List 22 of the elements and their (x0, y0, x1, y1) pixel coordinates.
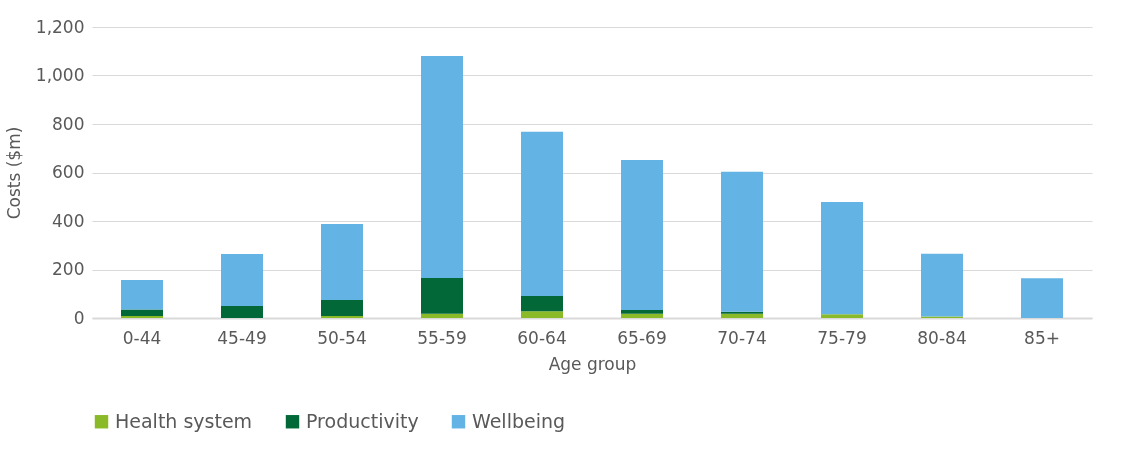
y-axis-title: Costs ($m) (3, 126, 24, 220)
x-tick-label: 60-64 (517, 327, 567, 348)
legend-label: Wellbeing (472, 409, 566, 432)
y-tick-label: 0 (73, 307, 85, 328)
legend-label: Health system (115, 409, 253, 432)
x-tick-label: 55-59 (417, 327, 467, 348)
x-tick-label: 85+ (1024, 327, 1060, 348)
legend-label: Productivity (306, 409, 419, 432)
x-tick-label: 0-44 (122, 327, 162, 348)
y-tick-label: 1,200 (35, 16, 85, 37)
y-tick-label: 600 (52, 162, 85, 182)
x-tick-label: 50-54 (317, 327, 367, 348)
y-tick-label: 200 (52, 259, 85, 279)
x-tick-label: 65-69 (617, 327, 667, 348)
x-tick-label: 70-74 (717, 327, 767, 348)
x-axis-title: Age group (548, 353, 637, 374)
x-tick-label: 80-84 (917, 327, 967, 348)
x-tick-label: 75-79 (817, 327, 867, 348)
y-tick-label: 800 (52, 113, 85, 134)
y-tick-label: 1,000 (35, 65, 85, 85)
y-tick-label: 400 (52, 210, 85, 231)
x-tick-label: 45-49 (217, 327, 267, 348)
